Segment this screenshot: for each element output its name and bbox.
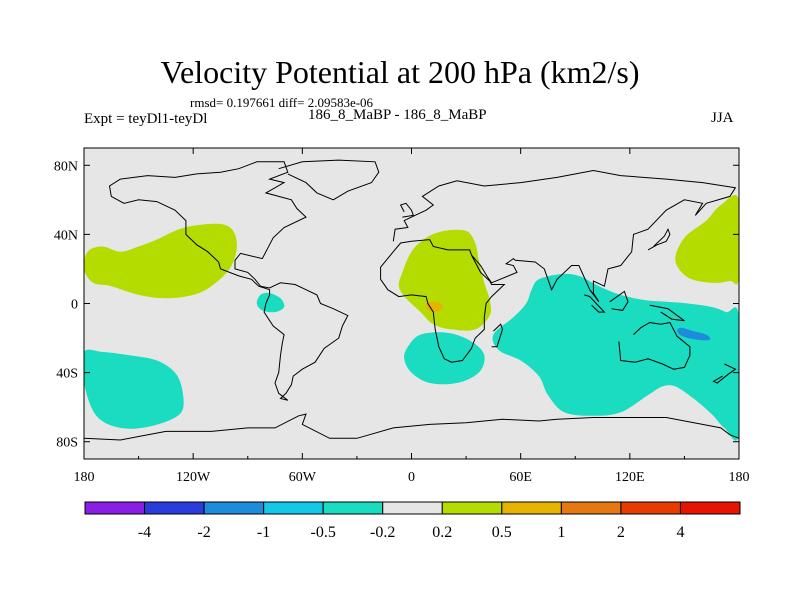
colorbar-label: -2 <box>197 524 210 541</box>
y-tick-label: 40N <box>54 228 78 243</box>
x-tick-label: 180 <box>729 470 750 485</box>
colorbar-swatch <box>382 501 443 515</box>
colorbar-label: 0.5 <box>492 524 512 541</box>
colorbar-label: -0.5 <box>311 524 336 541</box>
contour-region-ne-pacific-positive <box>84 223 237 299</box>
colorbar-label: -0.2 <box>370 524 395 541</box>
x-tick-label: 120E <box>615 470 645 485</box>
y-tick-label: 80N <box>54 159 78 174</box>
x-axis: 180 120W 60W 0 60E 120E 180 <box>74 148 750 485</box>
coastline-greenland <box>278 159 380 201</box>
coastline-new-guinea <box>649 304 685 322</box>
colorbar-swatch <box>441 501 503 515</box>
colorbar-swatch <box>263 501 324 515</box>
contour-region-east-pacific-negative <box>256 292 285 313</box>
contour-region-w-pacific-core <box>677 327 711 341</box>
colorbar-swatch <box>84 501 146 515</box>
coastlines <box>84 159 739 441</box>
x-tick-label: 60E <box>509 470 532 485</box>
coastline-eurasia-africa <box>380 169 737 363</box>
contour-region-nw-pacific-positive <box>675 195 739 285</box>
colorbar-label: 4 <box>677 524 685 541</box>
x-tick-label: 0 <box>408 470 415 485</box>
coastline-uk <box>399 202 414 218</box>
chart-title: Velocity Potential at 200 hPa (km2/s) <box>160 54 640 90</box>
y-axis: 80N 40N 0 40S 80S <box>54 159 739 451</box>
case-label: 186_8_MaBP - 186_8_MaBP <box>308 107 487 123</box>
colorbar-label: -4 <box>138 524 151 541</box>
contour-region-sw-pacific-negative <box>84 349 184 429</box>
colorbar-label: -1 <box>257 524 270 541</box>
colorbar-label: 0.2 <box>432 524 452 541</box>
coastline-japan <box>647 227 671 251</box>
colorbar-swatch <box>322 501 384 515</box>
contour-region-africa-positive <box>398 229 492 331</box>
x-tick-label: 120W <box>176 470 211 485</box>
coastline-americas <box>108 161 349 401</box>
colorbar-label: 2 <box>617 524 625 541</box>
coastline-australia <box>618 321 691 370</box>
colorbar-swatch <box>144 501 205 515</box>
experiment-label: Expt = teyDl1-teyDl <box>84 111 208 127</box>
colorbar-swatch <box>203 501 265 515</box>
colorbar: -4 -2 -1 -0.5 -0.2 0.2 0.5 1 2 4 <box>84 501 741 541</box>
contour-region-africa-core <box>425 301 443 313</box>
coastline-new-zealand <box>712 363 737 384</box>
x-tick-label: 180 <box>74 470 95 485</box>
colorbar-label: 1 <box>557 524 565 541</box>
colorbar-swatch <box>560 501 622 515</box>
y-tick-label: 40S <box>56 367 78 382</box>
stats-label: rmsd= 0.197661 diff= 2.09583e-06 <box>190 95 374 110</box>
coastline-madagascar <box>491 323 504 348</box>
y-tick-label: 0 <box>71 298 78 313</box>
x-tick-label: 60W <box>289 470 317 485</box>
coastline-sumatra <box>584 294 606 313</box>
colorbar-swatch <box>620 501 681 515</box>
colorbar-swatch <box>501 501 562 515</box>
y-tick-label: 80S <box>56 436 78 451</box>
season-label: JJA <box>711 110 734 126</box>
coastline-antarctica <box>84 413 739 441</box>
coastline-borneo <box>609 290 629 311</box>
colorbar-swatch <box>679 501 741 515</box>
